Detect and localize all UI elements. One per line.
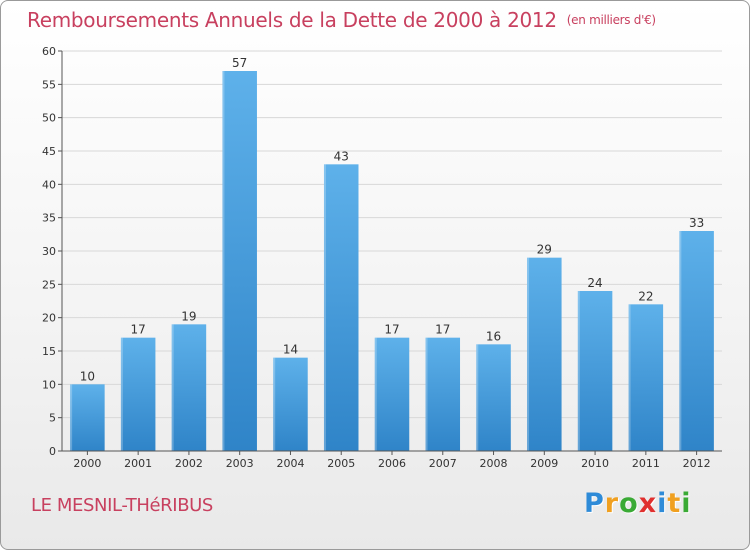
x-tick-label-2006: 2006	[378, 457, 406, 470]
proxiti-logo: Proxiti	[584, 488, 692, 519]
y-tick-label-45: 45	[42, 145, 56, 158]
bar-2001	[120, 337, 156, 451]
logo-letter: i	[681, 488, 692, 519]
bar-2008	[476, 344, 511, 451]
logo-letter: i	[657, 488, 668, 519]
chart-title: Remboursements Annuels de la Dette de 20…	[27, 8, 656, 32]
chart-title-text: Remboursements Annuels de la Dette de 20…	[27, 8, 557, 32]
bar-highlight-2008	[476, 344, 479, 451]
bar-2007	[425, 337, 461, 451]
y-tick-label-40: 40	[42, 178, 56, 191]
x-tick-label-2012: 2012	[683, 457, 711, 470]
y-tick-label-25: 25	[42, 278, 56, 291]
bar-highlight-2001	[120, 337, 123, 451]
bar-2004	[273, 357, 308, 451]
y-tick-label-15: 15	[42, 345, 56, 358]
axes: 0 5 10 15 20 25 30 35 40 45 50 55 60 2000 2001 2002 2003…	[42, 45, 722, 470]
bar-highlight-2003	[222, 71, 225, 451]
data-label-2011: 22	[638, 289, 653, 303]
x-tick-label-2008: 2008	[480, 457, 508, 470]
data-label-2009: 29	[537, 243, 552, 257]
bar-2009	[527, 257, 562, 451]
x-tick-label-2010: 2010	[581, 457, 609, 470]
bar-2000	[70, 384, 105, 451]
bar-2010	[577, 291, 613, 451]
y-tick-label-20: 20	[42, 312, 56, 325]
bar-highlight-2011	[628, 304, 631, 451]
data-label-2006: 17	[384, 323, 399, 337]
bar-highlight-2012	[679, 231, 682, 451]
y-tick-label-30: 30	[42, 245, 56, 258]
data-label-2008: 16	[486, 329, 501, 343]
x-tick-label-2011: 2011	[632, 457, 660, 470]
data-label-2010: 24	[587, 276, 602, 290]
bar-2003	[222, 71, 257, 451]
x-tick-label-2002: 2002	[175, 457, 203, 470]
data-label-2003: 57	[232, 56, 247, 70]
logo-letter: x	[638, 488, 658, 519]
logo-letter: t	[667, 488, 682, 519]
bars: 10 17 19 57 14 43 17 17 16 29 24 22 33	[70, 56, 714, 452]
y-tick-label-0: 0	[49, 445, 56, 458]
y-tick-label-10: 10	[42, 378, 56, 391]
bar-2012	[679, 231, 714, 451]
x-tick-label-2001: 2001	[124, 457, 152, 470]
data-label-2004: 14	[283, 343, 298, 357]
logo-letter: P	[584, 488, 605, 519]
bar-highlight-2010	[577, 291, 580, 451]
x-tick-label-2005: 2005	[327, 457, 355, 470]
y-tick-label-60: 60	[42, 45, 56, 58]
data-label-2005: 43	[334, 149, 349, 163]
logo-letter: o	[619, 488, 639, 519]
data-label-2002: 19	[181, 309, 196, 323]
bar-highlight-2000	[70, 384, 73, 451]
y-tick-label-55: 55	[42, 78, 56, 91]
city-name: LE MESNIL-THéRIBUS	[31, 495, 213, 516]
x-tick-label-2003: 2003	[226, 457, 254, 470]
data-label-2012: 33	[689, 216, 704, 230]
x-tick-label-2007: 2007	[429, 457, 457, 470]
bar-highlight-2006	[374, 337, 377, 451]
data-label-2001: 17	[131, 323, 146, 337]
bar-highlight-2005	[323, 164, 326, 452]
x-tick-label-2000: 2000	[73, 457, 101, 470]
bar-highlight-2004	[273, 357, 276, 451]
data-label-2000: 10	[80, 369, 95, 383]
y-tick-label-35: 35	[42, 212, 56, 225]
y-tick-label-5: 5	[49, 412, 56, 425]
bar-2011	[628, 304, 664, 451]
bar-highlight-2007	[425, 337, 428, 451]
y-tick-label-50: 50	[42, 112, 56, 125]
bar-highlight-2009	[527, 257, 530, 451]
bar-2002	[171, 324, 207, 451]
logo-letter: r	[604, 488, 620, 519]
bar-2006	[374, 337, 410, 451]
bar-2005	[323, 164, 359, 452]
x-tick-label-2004: 2004	[276, 457, 304, 470]
data-label-2007: 17	[435, 323, 450, 337]
unit-label: (en milliers d'€)	[566, 13, 656, 27]
bar-highlight-2002	[171, 324, 174, 451]
x-tick-label-2009: 2009	[530, 457, 558, 470]
